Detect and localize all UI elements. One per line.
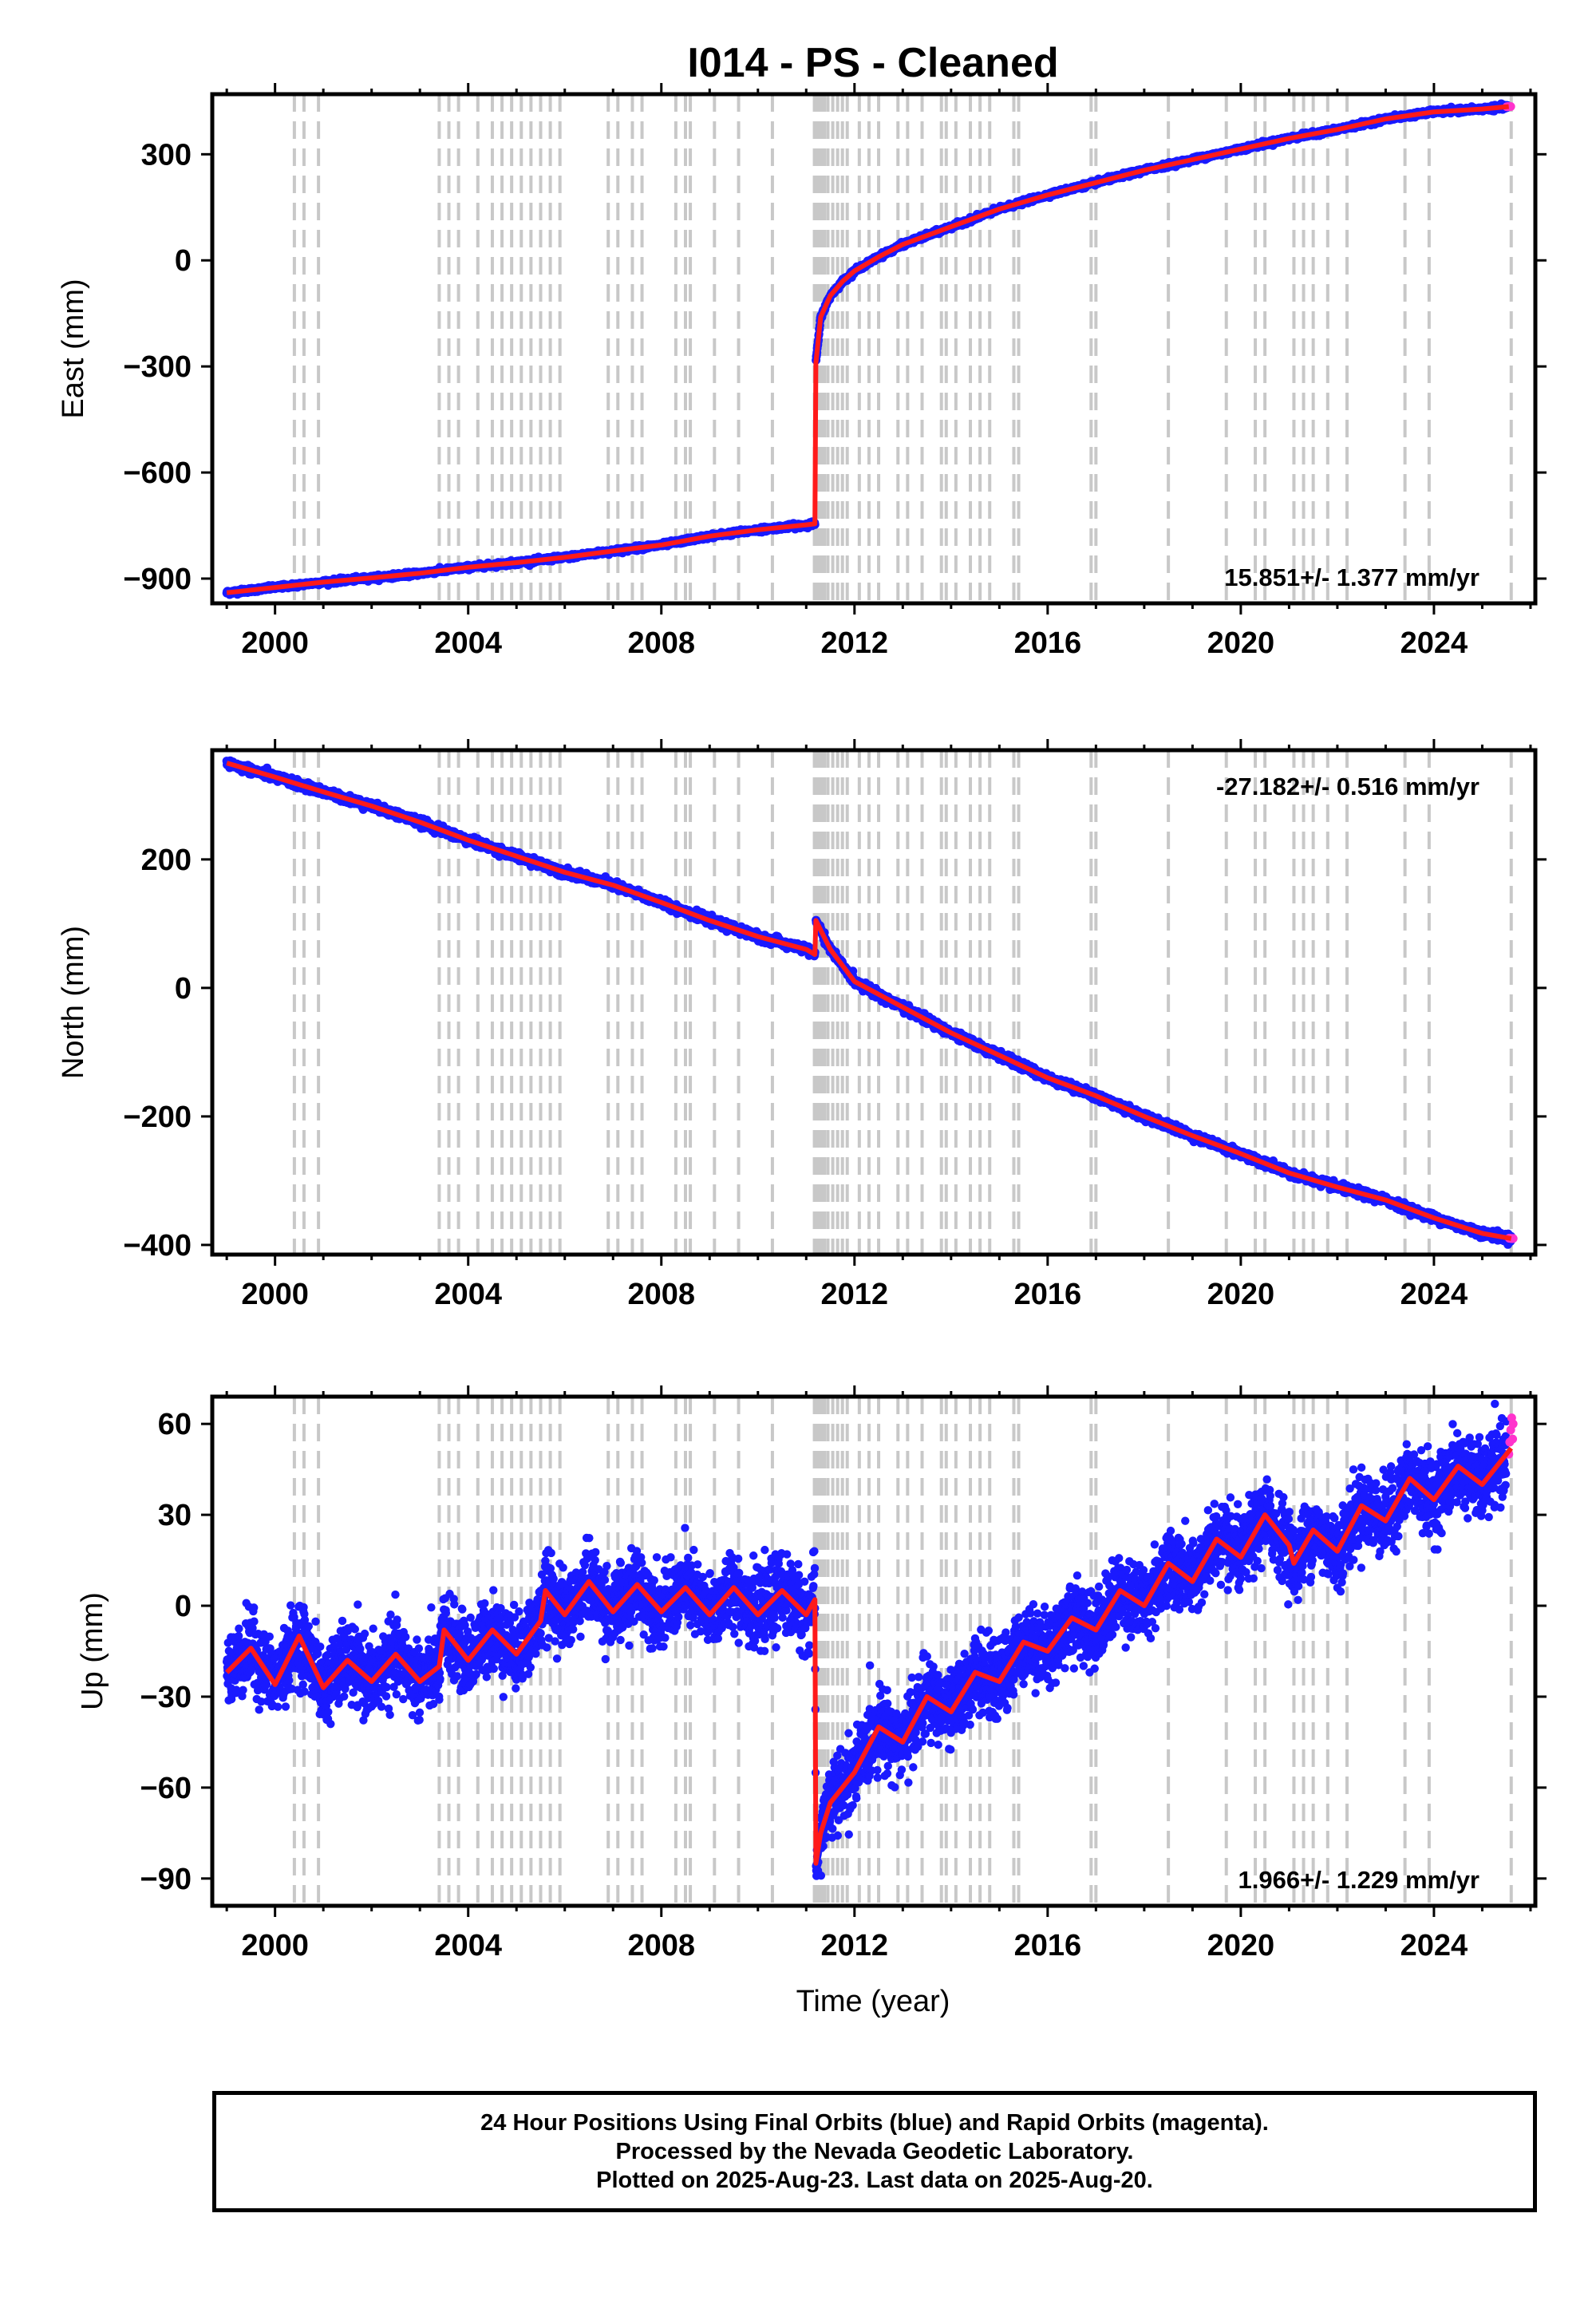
x-tick-label: 2020 (1207, 626, 1275, 660)
x-tick-label: 2016 (1014, 626, 1082, 660)
figure-title: I014 - PS - Cleaned (687, 40, 1058, 86)
north-panel: 2000 2004 2008 2012 2016 2020 2024−400−2000200… (57, 739, 1547, 1311)
x-tick-label: 2000 (241, 626, 309, 660)
model-fit-line (226, 104, 1509, 595)
y-tick-label: −900 (123, 563, 192, 596)
x-tick-label: 2024 (1400, 626, 1468, 660)
rate-label: 15.851+/- 1.377 mm/yr (1224, 563, 1479, 591)
x-tick-label: 2004 (434, 626, 502, 660)
y-axis-label: East (mm) (57, 279, 90, 418)
plot-area (222, 750, 1518, 1255)
y-tick-label: −600 (123, 456, 192, 490)
plot-area (222, 94, 1515, 603)
y-tick-label: 300 (141, 138, 192, 172)
plot-frame (210, 92, 1538, 606)
east-panel: 2000 2004 2008 2012 2016 2020 2024 −900 −600 −300… (57, 83, 1547, 660)
x-tick-label: 2012 (821, 626, 889, 660)
y-tick-label: −300 (123, 350, 192, 384)
x-tick-label: 2008 (627, 626, 695, 660)
y-tick-label: 0 (175, 244, 192, 278)
